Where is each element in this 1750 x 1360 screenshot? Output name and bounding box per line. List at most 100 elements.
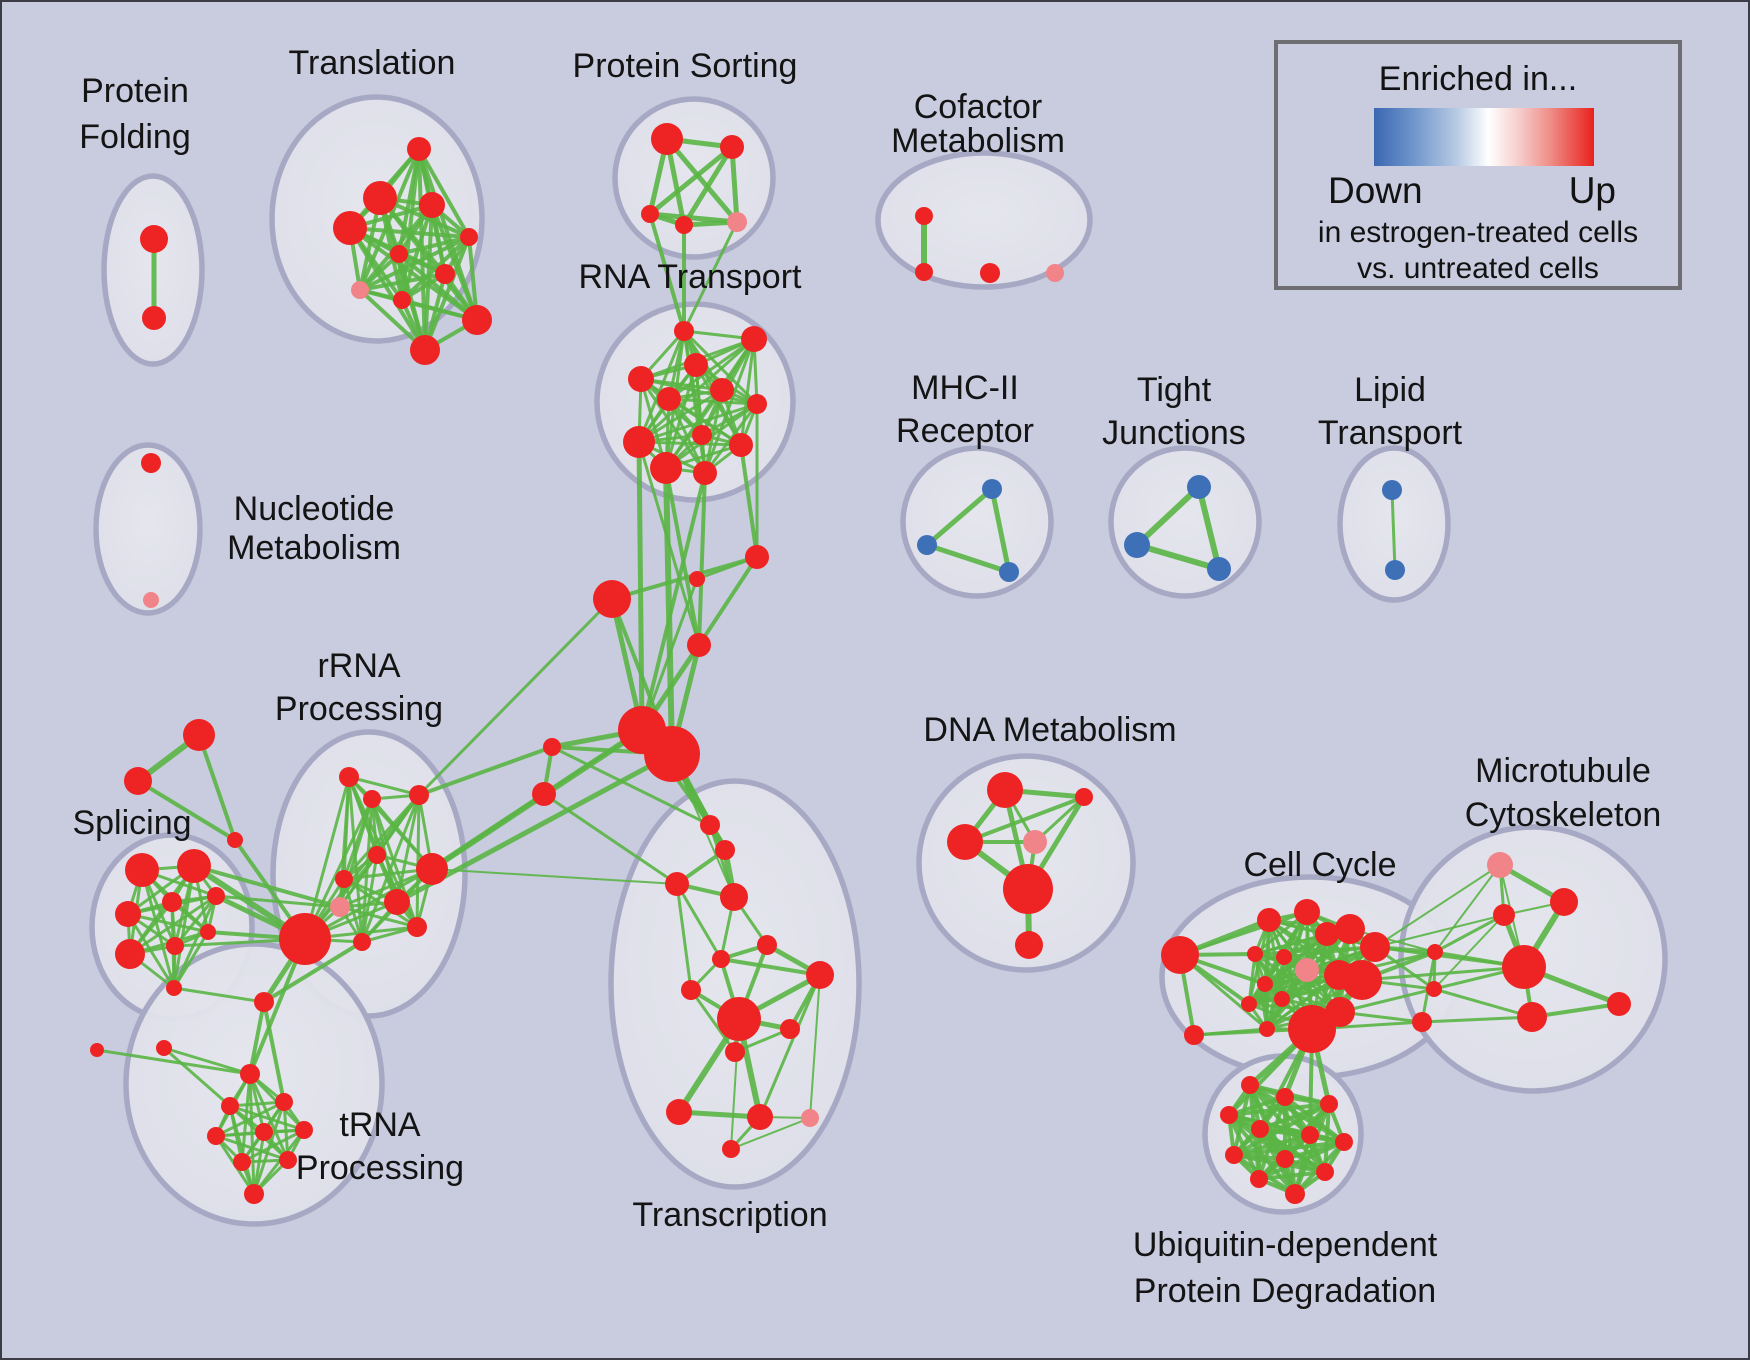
cluster-label-nm: Metabolism <box>227 529 401 567</box>
gene-set-node <box>90 1043 104 1057</box>
gene-set-node <box>407 917 427 937</box>
cluster-label-mh: Receptor <box>896 412 1034 450</box>
gene-set-node <box>330 897 350 917</box>
gene-set-node <box>416 853 448 885</box>
gene-set-node <box>240 1064 260 1084</box>
gene-set-node <box>279 913 331 965</box>
gene-set-node <box>650 452 682 484</box>
gene-set-node <box>156 1040 172 1056</box>
gene-set-node <box>917 535 937 555</box>
network-edge <box>682 329 707 475</box>
gene-set-node <box>177 849 211 883</box>
gene-set-node <box>207 1127 225 1145</box>
network-edge <box>358 272 447 292</box>
network-edge <box>697 555 759 647</box>
network-edge <box>739 443 759 559</box>
gene-set-node <box>757 935 777 955</box>
network-edge <box>676 1109 763 1120</box>
gene-set-node <box>980 263 1000 283</box>
gene-set-node <box>166 937 184 955</box>
network-edge <box>550 745 712 827</box>
gene-set-node <box>1316 1163 1334 1181</box>
network-edge <box>430 792 546 871</box>
gene-set-node <box>1427 944 1443 960</box>
gene-set-node <box>1288 1005 1336 1053</box>
network-edge <box>758 973 822 1119</box>
gene-set-node <box>1274 991 1290 1007</box>
network-edge <box>640 471 707 732</box>
gene-set-node <box>166 980 182 996</box>
legend-title: Enriched in... <box>1378 60 1578 98</box>
gene-set-node <box>279 1151 297 1169</box>
cluster-label-ub: Protein Degradation <box>1134 1272 1436 1310</box>
legend-subtitle-line2: vs. untreated cells <box>1357 252 1599 285</box>
cluster-label-pf: Folding <box>79 118 191 156</box>
network-edge <box>252 1128 306 1196</box>
gene-set-node <box>628 366 654 392</box>
network-edge <box>730 1117 811 1150</box>
gene-set-node <box>142 306 166 330</box>
network-edge <box>252 1130 266 1196</box>
gene-set-node <box>363 181 397 215</box>
network-edge <box>338 867 434 909</box>
network-edge <box>348 226 427 352</box>
gene-set-node <box>1023 830 1047 854</box>
gene-set-node <box>982 479 1002 499</box>
legend-gradient-bar <box>1374 108 1594 166</box>
network-edge <box>128 894 218 956</box>
cluster-label-ub: Ubiquitin-dependent <box>1133 1226 1438 1264</box>
cluster-label-rr: Processing <box>275 690 443 728</box>
network-edge <box>1134 484 1202 548</box>
network-edge <box>637 388 724 444</box>
network-edge <box>140 868 176 990</box>
network-edge <box>262 940 364 1004</box>
gene-set-node <box>462 305 492 335</box>
network-edge <box>173 894 218 948</box>
gene-set-node <box>806 961 834 989</box>
gene-set-node <box>717 997 761 1041</box>
network-edge <box>637 440 743 447</box>
gene-set-node <box>207 887 225 905</box>
network-edge <box>989 486 1012 575</box>
network-edge <box>248 1000 266 1076</box>
gene-set-node <box>1015 931 1043 959</box>
gene-set-node <box>947 824 983 860</box>
gene-set-node <box>675 216 693 234</box>
gene-set-node <box>363 790 381 808</box>
network-edge <box>1374 864 1501 948</box>
gene-set-node <box>115 939 145 969</box>
cluster-ellipse-tj <box>1108 445 1262 599</box>
network-edge <box>126 912 210 934</box>
network-edge <box>162 1046 232 1108</box>
gene-set-node <box>665 872 689 896</box>
gene-set-node <box>1250 1170 1268 1188</box>
network-edge <box>809 974 821 1119</box>
network-edge <box>397 235 471 256</box>
network-edge <box>228 1100 286 1108</box>
network-edge <box>395 793 421 904</box>
gene-set-node <box>1487 852 1513 878</box>
network-edge <box>689 988 737 1054</box>
gene-set-node <box>1046 264 1064 282</box>
gene-set-node <box>1517 1002 1547 1032</box>
network-edge <box>664 466 701 647</box>
network-edge <box>1232 1140 1346 1157</box>
network-edge <box>1257 1140 1346 1181</box>
cluster-ellipse-dm <box>916 753 1136 973</box>
gene-set-node <box>1325 997 1355 1027</box>
network-edge <box>637 329 686 444</box>
gene-set-node <box>368 846 386 864</box>
network-edge <box>370 797 419 929</box>
network-edge <box>1433 914 1505 990</box>
network-edge <box>647 144 735 217</box>
gene-set-node <box>1502 945 1546 989</box>
gene-set-node <box>1003 864 1053 914</box>
gene-set-node <box>407 137 431 161</box>
gene-set-node <box>1294 899 1320 925</box>
network-edge <box>1432 987 1534 1019</box>
network-edge <box>172 930 210 990</box>
gene-set-node <box>162 892 182 912</box>
network-edge <box>675 882 723 961</box>
cluster-label-sp: Splicing <box>72 804 191 842</box>
network-edge <box>697 471 707 647</box>
